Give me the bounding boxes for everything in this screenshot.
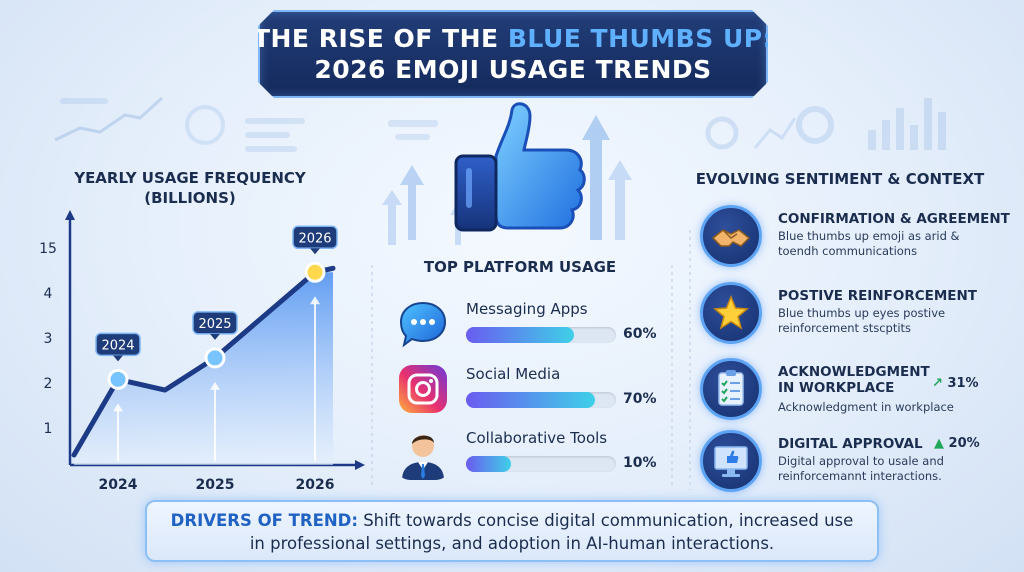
chart-heading: YEARLY USAGE FREQUENCY (BILLIONS)	[40, 168, 340, 208]
chart-heading-line-2: (BILLIONS)	[144, 189, 236, 207]
data-label: 2024	[101, 338, 134, 353]
chart-heading-line-1: YEARLY USAGE FREQUENCY	[74, 169, 306, 187]
sentiment-item-confirmation: CONFIRMATION & AGREEMENT Blue thumbs up …	[700, 205, 1020, 277]
platform-row-social: Social Media 70%	[396, 362, 666, 424]
sentiment-description: Acknowledgment in workplace	[778, 400, 1008, 415]
data-point-marker	[304, 261, 326, 283]
sentiment-icon-circle	[700, 430, 762, 492]
platform-bar-fill	[466, 327, 574, 343]
drivers-text: Shift towards concise digital communicat…	[249, 511, 854, 553]
thumbs-up-icon	[454, 102, 586, 232]
data-label: 2026	[298, 231, 331, 246]
x-tick-label: 2026	[296, 477, 335, 493]
y-tick-label: 1	[44, 421, 53, 437]
area-fill	[74, 272, 333, 465]
instagram-icon	[399, 365, 447, 413]
x-tick-label: 2025	[196, 477, 235, 493]
sentiment-icon-circle	[700, 358, 762, 420]
x-axis-arrow-icon	[355, 460, 365, 470]
chat-bubble-icon	[399, 301, 447, 348]
sentiment-title: CONFIRMATION & AGREEMENT	[778, 211, 1010, 227]
platform-heading: TOP PLATFORM USAGE	[423, 258, 617, 276]
thumbs-up-monitor-icon	[714, 446, 748, 477]
data-point-marker	[107, 368, 129, 390]
platform-bar-fill	[466, 392, 595, 408]
sentiment-item-reinforcement: POSTIVE REINFORCEMENT Blue thumbs up eye…	[700, 282, 1020, 354]
sentiment-desc-line-1: Blue thumbs up eyes postive	[778, 306, 946, 320]
title-line-2: 2026 EMOJI USAGE TRENDS	[314, 55, 712, 84]
platform-label: Social Media	[466, 365, 561, 383]
sentiment-title-line-1: ACKNOWLEDGMENT	[778, 364, 930, 380]
drivers-banner: DRIVERS OF TREND: Shift towards concise …	[145, 500, 879, 562]
sentiment-description: Blue thumbs up eyes postive reinforcemen…	[778, 306, 1008, 336]
sentiment-heading: EVOLVING SENTIMENT & CONTEXT	[695, 170, 985, 188]
drivers-label: DRIVERS OF TREND:	[170, 511, 358, 530]
y-tick-label: 15	[39, 241, 57, 257]
title-line-1: THE RISE OF THE BLUE THUMBS UP:	[253, 23, 773, 54]
area-up-arrow-head-icon	[113, 403, 123, 412]
sentiment-title-line-2: IN WORKPLACE	[778, 380, 895, 396]
sentiment-title: DIGITAL APPROVAL	[778, 436, 923, 452]
sentiment-desc-line-1: Digital approval to usale and	[778, 454, 944, 468]
data-label-pointer-icon	[113, 355, 123, 362]
sentiment-desc-line-2: reinforcement stscptits	[778, 321, 912, 335]
x-tick-label: 2024	[99, 477, 138, 493]
platform-label: Messaging Apps	[466, 300, 588, 318]
area-up-arrow-head-icon	[210, 381, 220, 390]
businessman-icon	[402, 435, 444, 480]
platform-label: Collaborative Tools	[466, 429, 608, 447]
data-label-pointer-icon	[310, 248, 320, 255]
sentiment-stat: ↗ 31%	[932, 376, 979, 391]
sentiment-item-acknowledgment: ACKNOWLEDGMENT IN WORKPLACE ↗ 31% Acknow…	[700, 358, 1020, 430]
title-prefix: THE RISE OF THE	[252, 24, 508, 53]
sentiment-description: Blue thumbs up emoji as arid & toendh co…	[778, 229, 1008, 259]
sentiment-desc-line-2: reinforcemannt interactions.	[778, 469, 942, 483]
trend-up-arrow-icon: ↗	[932, 376, 943, 391]
platform-row-messaging: Messaging Apps 60%	[396, 297, 666, 359]
platform-percent: 10%	[623, 455, 657, 471]
checklist-icon	[718, 370, 744, 406]
area-up-arrow-head-icon	[310, 296, 320, 305]
title-accent: BLUE THUMBS UP:	[507, 24, 774, 53]
platform-bar-track	[466, 327, 616, 343]
usage-chart: 1 2 3 4 15 2024 2025 2026 2024 2025 2026	[39, 210, 365, 493]
star-icon	[713, 295, 749, 330]
handshake-icon	[711, 229, 751, 247]
y-tick-label: 3	[44, 331, 53, 347]
data-label-pointer-icon	[210, 333, 220, 340]
sentiment-title: ACKNOWLEDGMENT IN WORKPLACE	[778, 364, 930, 396]
y-axis-arrow-icon	[65, 210, 75, 220]
sentiment-icon-circle	[700, 282, 762, 344]
title-banner: THE RISE OF THE BLUE THUMBS UP: 2026 EMO…	[258, 10, 768, 98]
platform-bar-track	[466, 456, 616, 472]
platform-bar-fill	[466, 456, 511, 472]
sentiment-desc-line-2: toendh communications	[778, 244, 918, 258]
sentiment-icon-circle	[700, 205, 762, 267]
platform-bar-track	[466, 392, 616, 408]
sentiment-item-approval: DIGITAL APPROVAL ▲ 20% Digital approval …	[700, 430, 1020, 502]
sentiment-desc-line-1: Blue thumbs up emoji as arid &	[778, 229, 960, 243]
data-point-marker	[204, 347, 226, 369]
triangle-up-icon: ▲	[934, 436, 944, 451]
y-tick-label: 2	[44, 376, 53, 392]
sentiment-desc-line-1: Acknowledgment in workplace	[778, 400, 954, 414]
y-tick-label: 4	[44, 286, 53, 302]
sentiment-title: POSTIVE REINFORCEMENT	[778, 288, 978, 304]
platform-percent: 60%	[623, 326, 657, 342]
sentiment-stat-value: 31%	[947, 376, 979, 391]
sentiment-stat: ▲ 20%	[934, 436, 980, 451]
sentiment-description: Digital approval to usale and reinforcem…	[778, 454, 1008, 484]
platform-row-collaborative: Collaborative Tools 10%	[396, 426, 666, 488]
platform-percent: 70%	[623, 391, 657, 407]
sentiment-stat-value: 20%	[948, 436, 980, 451]
data-label: 2025	[198, 317, 231, 332]
